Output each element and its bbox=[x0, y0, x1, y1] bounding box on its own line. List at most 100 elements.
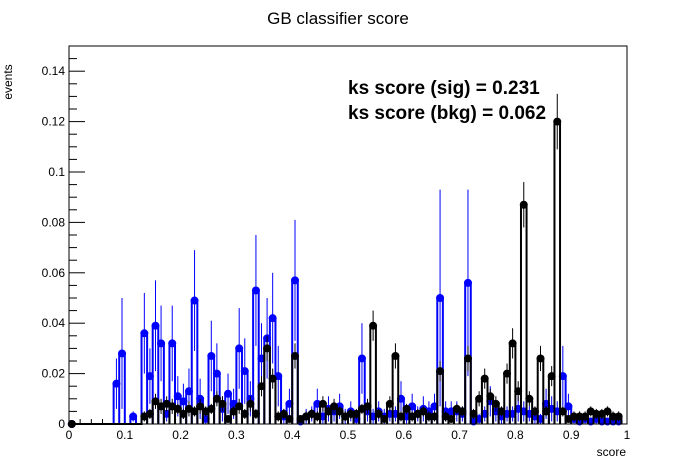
sig-point bbox=[530, 407, 539, 416]
sig-point bbox=[542, 407, 551, 416]
sig-point bbox=[290, 351, 299, 360]
sig-point bbox=[179, 409, 188, 418]
sig-point bbox=[246, 399, 255, 408]
bkg-point bbox=[157, 339, 166, 348]
bkg-point bbox=[564, 402, 573, 411]
x-tick-label: 0.7 bbox=[451, 428, 468, 442]
bkg-series bbox=[67, 189, 623, 428]
sig-point bbox=[151, 397, 160, 406]
bkg-point bbox=[357, 354, 366, 363]
sig-point bbox=[279, 409, 288, 418]
sig-point bbox=[212, 394, 221, 403]
x-tick-label: 0.3 bbox=[228, 428, 245, 442]
bkg-point bbox=[436, 294, 445, 302]
sig-point bbox=[240, 409, 249, 418]
sig-point bbox=[313, 412, 322, 421]
sig-point bbox=[514, 387, 523, 396]
sig-point bbox=[436, 367, 445, 376]
sig-point bbox=[229, 407, 238, 416]
y-axis-label: events bbox=[1, 64, 15, 99]
sig-point bbox=[480, 374, 489, 383]
sig-point bbox=[346, 409, 355, 418]
sig-point bbox=[447, 414, 456, 423]
x-tick-label: 0.5 bbox=[340, 428, 357, 442]
sig-point bbox=[397, 412, 406, 421]
sig-point bbox=[224, 414, 233, 423]
bkg-point bbox=[145, 372, 154, 381]
sig-point bbox=[263, 344, 272, 353]
bkg-point bbox=[235, 344, 244, 353]
sig-point bbox=[268, 374, 277, 383]
sig-point bbox=[318, 399, 327, 408]
sig-point bbox=[486, 392, 495, 401]
sig-point bbox=[251, 409, 260, 418]
ks-score-bkg-annotation: ks score (bkg) = 0.062 bbox=[348, 103, 546, 124]
sig-point bbox=[352, 409, 361, 418]
sig-point bbox=[190, 407, 199, 416]
sig-point bbox=[385, 399, 394, 408]
bkg-point bbox=[179, 397, 188, 406]
sig-point bbox=[145, 409, 154, 418]
bkg-point bbox=[268, 314, 277, 323]
sig-point bbox=[402, 404, 411, 413]
bkg-point bbox=[168, 339, 177, 348]
bkg-point bbox=[129, 412, 138, 421]
sig-point bbox=[519, 200, 528, 209]
sig-point bbox=[558, 407, 567, 416]
sig-point bbox=[235, 402, 244, 411]
ks-score-sig-annotation: ks score (sig) = 0.231 bbox=[348, 78, 540, 99]
sig-point bbox=[391, 351, 400, 360]
sig-point bbox=[569, 412, 578, 421]
x-tick-label: 1 bbox=[624, 428, 631, 442]
sig-point bbox=[497, 407, 506, 416]
sig-point bbox=[374, 409, 383, 418]
x-tick-label: 0.8 bbox=[507, 428, 524, 442]
bkg-point bbox=[224, 389, 233, 398]
y-tick-label: 0 bbox=[58, 417, 65, 431]
sig-point bbox=[363, 402, 372, 411]
sig-point bbox=[469, 409, 478, 418]
sig-point bbox=[503, 369, 512, 378]
sig-point bbox=[218, 399, 227, 408]
sig-point bbox=[592, 409, 601, 418]
x-tick-label: 0.4 bbox=[284, 428, 301, 442]
y-tick-label: 0.06 bbox=[42, 266, 66, 280]
bkg-point bbox=[118, 349, 127, 358]
bkg-point bbox=[207, 351, 216, 360]
bkg-point bbox=[463, 278, 472, 287]
sig-point bbox=[285, 414, 294, 423]
chart-title: GB classifier score bbox=[267, 9, 409, 28]
sig-point bbox=[419, 407, 428, 416]
sig-point bbox=[369, 321, 378, 330]
bkg-point bbox=[151, 321, 160, 330]
sig-point bbox=[475, 394, 484, 403]
sig-point bbox=[491, 399, 500, 408]
sig-point bbox=[575, 412, 584, 421]
sig-point bbox=[525, 394, 534, 403]
sig-point bbox=[430, 412, 439, 421]
sig-point bbox=[603, 407, 612, 416]
sig-point bbox=[330, 402, 339, 411]
bkg-point bbox=[190, 296, 199, 305]
sig-point bbox=[324, 407, 333, 416]
sig-point bbox=[335, 407, 344, 416]
sig-point bbox=[614, 412, 623, 421]
y-tick-label: 0.04 bbox=[42, 316, 66, 330]
y-tick-label: 0.1 bbox=[48, 165, 65, 179]
sig-series bbox=[67, 93, 623, 428]
x-tick-label: 0.1 bbox=[116, 428, 133, 442]
bkg-point bbox=[184, 387, 193, 396]
x-axis-label: score bbox=[597, 445, 627, 459]
x-tick-label: 0 bbox=[66, 428, 73, 442]
sig-point bbox=[380, 414, 389, 423]
y-tick-label: 0.02 bbox=[42, 367, 66, 381]
sig-point bbox=[553, 117, 562, 126]
plot-frame bbox=[68, 45, 628, 425]
sig-point bbox=[207, 404, 216, 413]
sig-point bbox=[196, 402, 205, 411]
y-tick-label: 0.08 bbox=[42, 215, 66, 229]
bkg-point bbox=[173, 392, 182, 401]
x-tick-label: 0.6 bbox=[395, 428, 412, 442]
y-tick-label: 0.14 bbox=[42, 64, 66, 78]
